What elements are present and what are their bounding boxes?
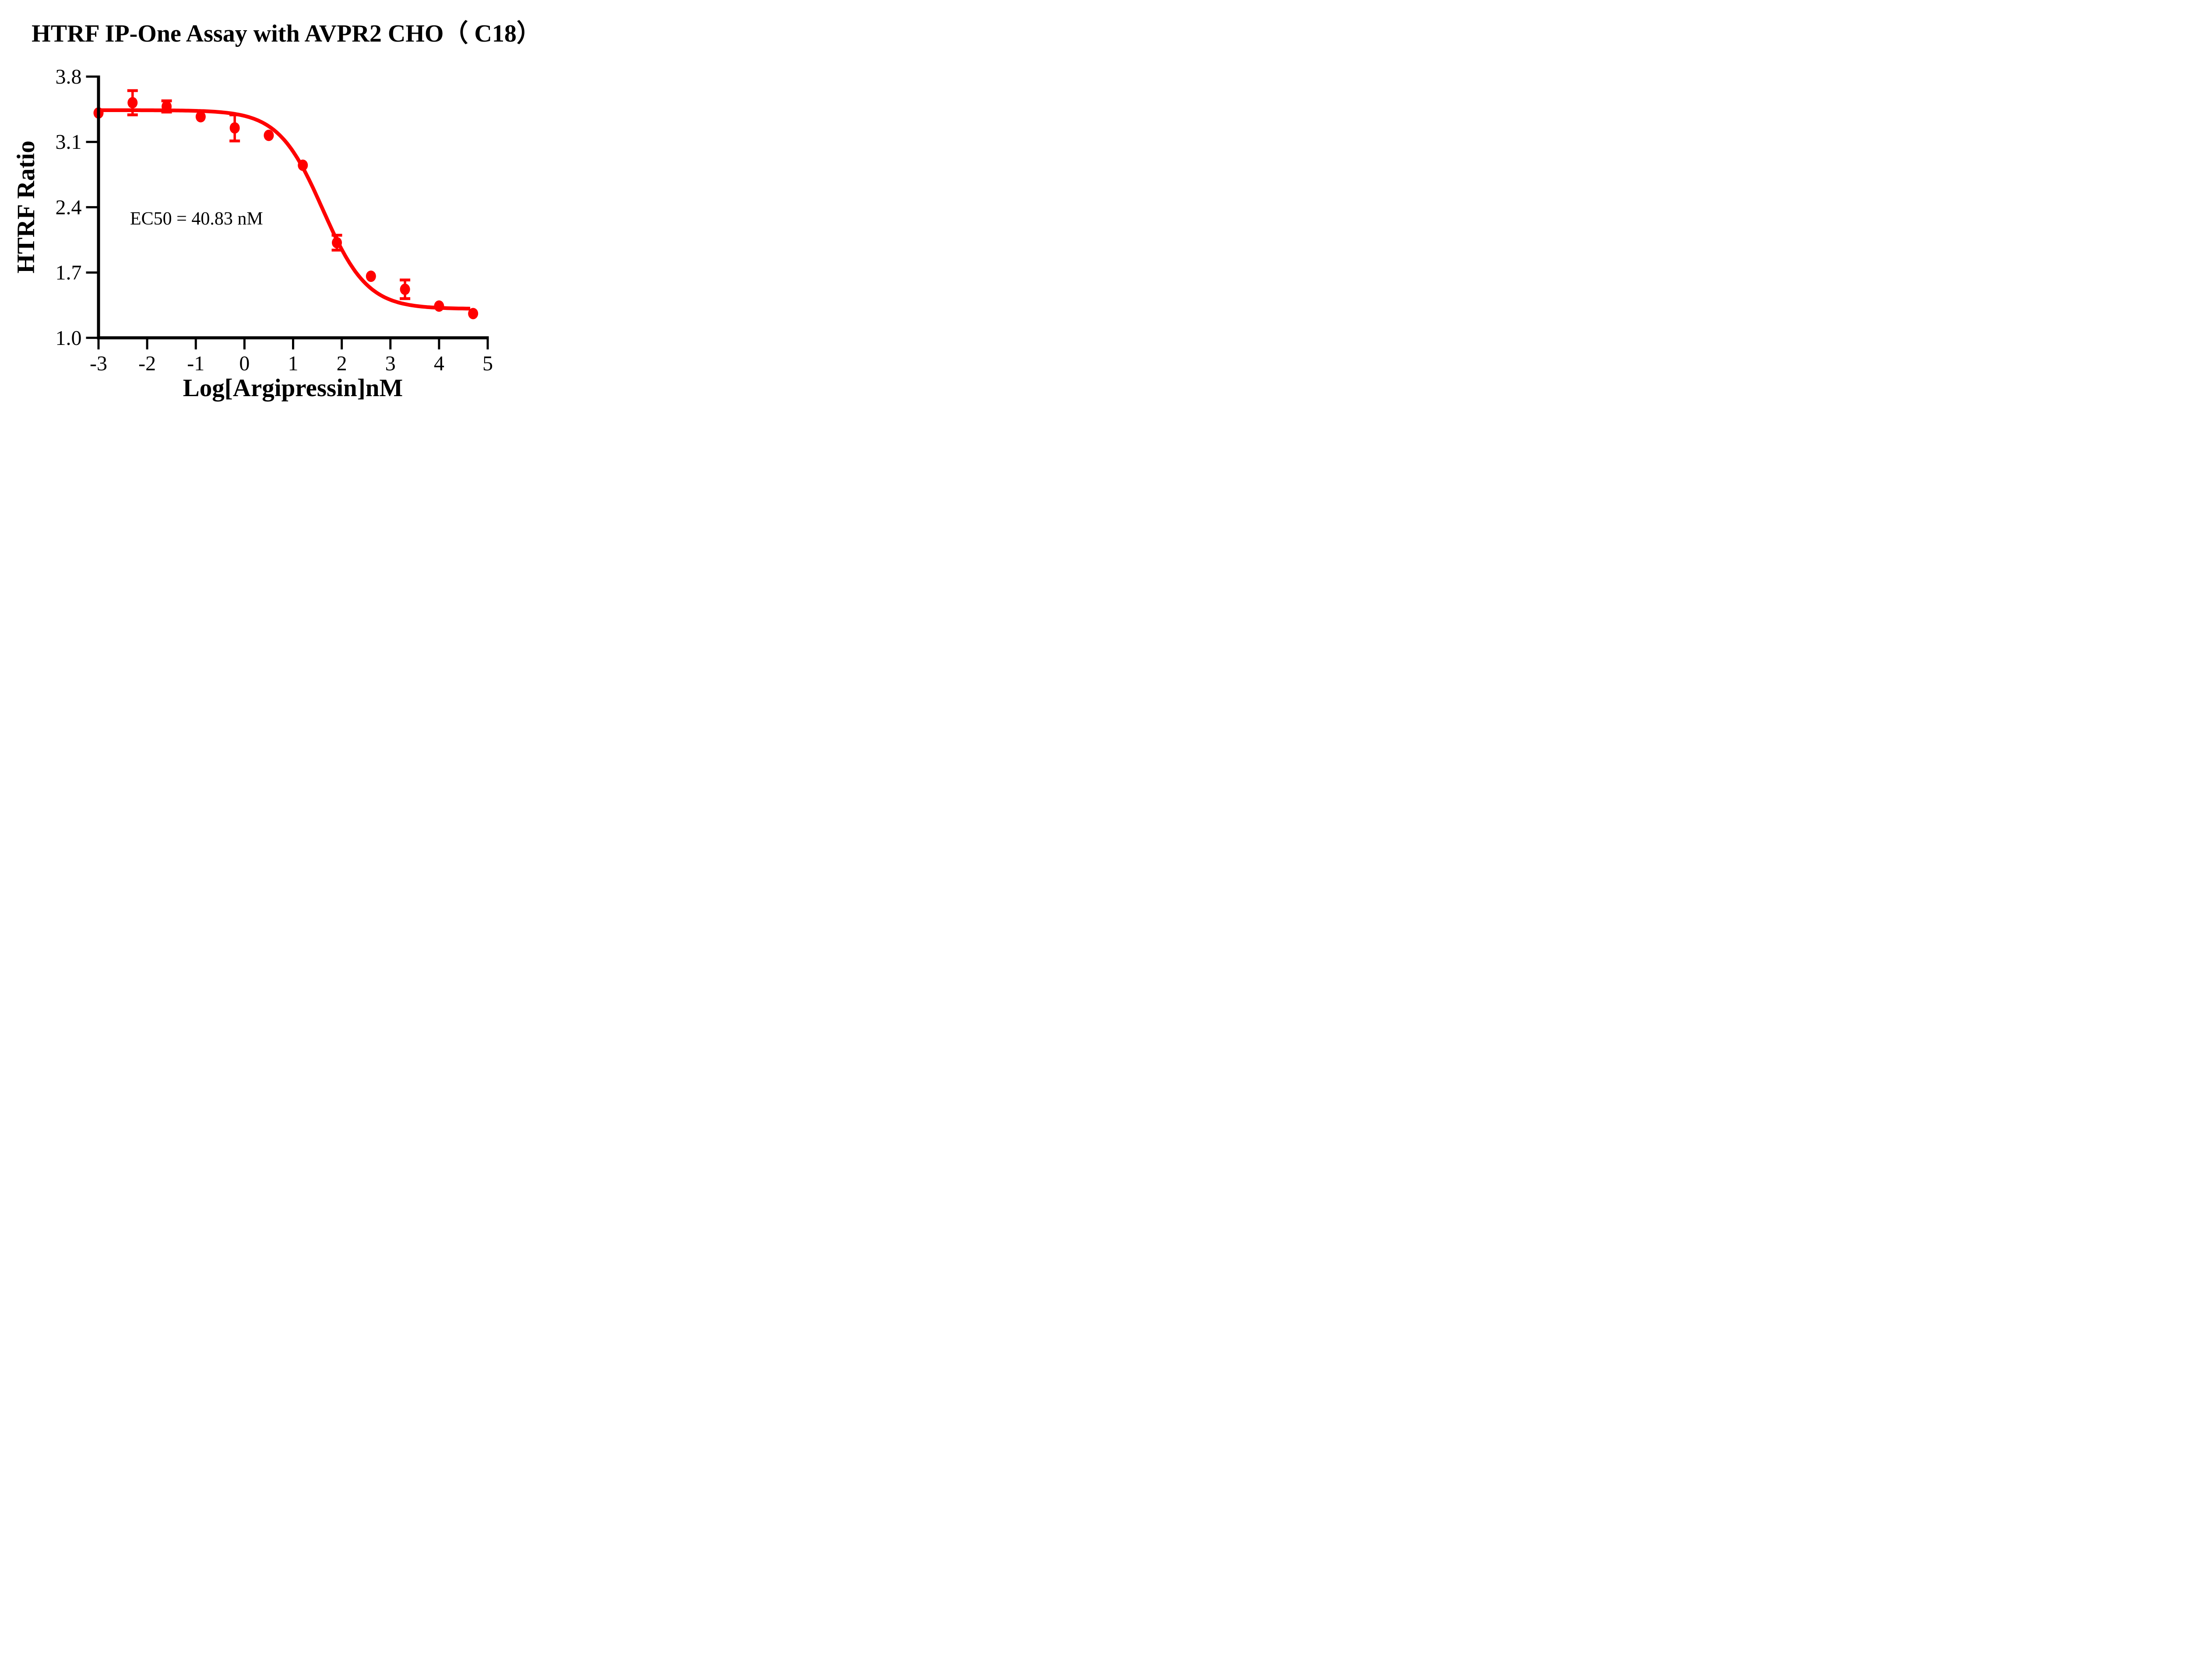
- fit-curve: [99, 108, 471, 311]
- data-point-marker: [434, 300, 444, 312]
- x-tick-label: 2: [337, 352, 347, 375]
- y-axis-label: HTRF Ratio: [12, 141, 40, 273]
- y-tick-label: 1.7: [56, 261, 82, 285]
- chart-title: HTRF IP-One Assay with AVPR2 CHO（ C18）: [32, 20, 541, 47]
- axes-layer: [86, 75, 489, 350]
- data-point-marker: [127, 97, 138, 109]
- fit-curve-layer: [99, 108, 471, 311]
- ec50-annotation: EC50 = 40.83 nM: [130, 209, 263, 229]
- data-point-marker: [468, 308, 479, 320]
- data-point-marker: [332, 237, 342, 249]
- data-point-marker: [229, 122, 240, 134]
- x-tick-label: 5: [482, 352, 493, 375]
- y-tick-label: 3.8: [56, 65, 82, 88]
- error-bars-layer: [127, 89, 411, 300]
- data-points-layer: [93, 97, 479, 320]
- x-tick-label: -3: [90, 352, 107, 375]
- y-tick-label: 1.0: [56, 327, 82, 350]
- data-point-marker: [162, 101, 172, 112]
- x-tick-label: 0: [239, 352, 250, 375]
- x-tick-label: 3: [385, 352, 396, 375]
- tick-labels-layer: 3.8 3.1 2.4 1.7 1.0 -3 -2 -1 0 1 2 3 4 5: [56, 65, 493, 375]
- data-point-marker: [264, 130, 274, 141]
- chart-canvas: 3.8 3.1 2.4 1.7 1.0 -3 -2 -1 0 1 2 3 4 5 HTRF IP-One …: [12, 20, 541, 402]
- x-tick-label: -2: [138, 352, 156, 375]
- x-tick-label: 1: [288, 352, 299, 375]
- chart-figure: 3.8 3.1 2.4 1.7 1.0 -3 -2 -1 0 1 2 3 4 5 HTRF IP-One …: [0, 0, 571, 420]
- data-point-marker: [195, 111, 206, 123]
- y-tick-label: 2.4: [56, 196, 82, 219]
- data-point-marker: [298, 159, 308, 171]
- x-tick-label: -1: [187, 352, 204, 375]
- x-axis-label: Log[Argipressin]nM: [183, 374, 403, 402]
- y-tick-label: 3.1: [56, 130, 82, 154]
- data-point-marker: [366, 271, 376, 282]
- x-tick-label: 4: [434, 352, 444, 375]
- data-point-marker: [400, 283, 410, 295]
